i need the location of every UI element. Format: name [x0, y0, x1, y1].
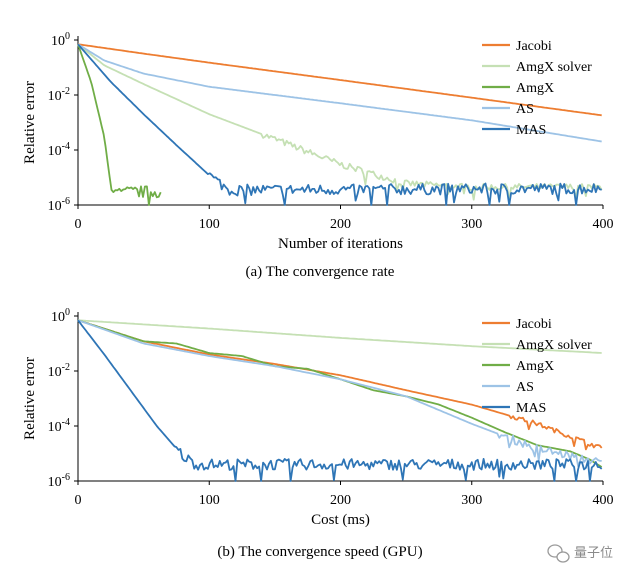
x-tick-label: 0	[75, 493, 82, 508]
x-axis-title: Number of iterations	[278, 236, 403, 252]
x-tick-label: 200	[330, 493, 351, 508]
panel-caption: (b) The convergence speed (GPU)	[217, 544, 422, 560]
y-tick-label: 10-6	[48, 196, 70, 214]
panel-caption: (a) The convergence rate	[246, 264, 395, 280]
y-axis-title: Relative error	[22, 81, 38, 164]
y-tick-label: 10-4	[48, 141, 70, 159]
watermark-label: 量子位	[574, 546, 613, 561]
legend-label: AS	[516, 380, 534, 395]
legend-label: MAS	[516, 401, 546, 416]
x-tick-label: 300	[461, 493, 482, 508]
panel-b: 0 100 200 300 400 100 10-2 10-4 10-6 Cost (ms) Rel…	[22, 307, 614, 560]
legend-label: Jacobi	[516, 317, 552, 332]
series-line	[77, 43, 162, 206]
legend-label: AmgX solver	[516, 338, 592, 353]
series-line	[77, 43, 603, 202]
x-tick-label: 0	[75, 217, 82, 232]
series-line	[77, 43, 602, 143]
legend-label: MAS	[516, 123, 546, 138]
y-tick-label: 100	[51, 31, 70, 49]
legend-label: AS	[516, 102, 534, 117]
series-line	[77, 319, 602, 468]
y-tick-label: 10-2	[48, 362, 70, 380]
legend-label: AmgX	[516, 81, 554, 96]
panel-a: 0 100 200 300 400 100 10-2 10-4 10-6 Number of it…	[22, 31, 614, 280]
x-tick-label: 300	[461, 217, 482, 232]
wechat-logo-icon	[547, 544, 570, 563]
series-line	[77, 319, 602, 354]
series-line	[77, 319, 603, 482]
y-tick-label: 10-4	[48, 417, 70, 435]
x-tick-label: 400	[593, 493, 614, 508]
x-axis-title: Cost (ms)	[311, 512, 370, 528]
y-tick-label: 10-2	[48, 86, 70, 104]
y-tick-label: 10-6	[48, 472, 70, 490]
x-tick-label: 100	[199, 217, 220, 232]
x-tick-label: 100	[199, 493, 220, 508]
legend-label: AmgX solver	[516, 60, 592, 75]
x-tick-label: 200	[330, 217, 351, 232]
y-axis-title: Relative error	[22, 357, 38, 440]
series-line	[77, 319, 603, 451]
legend-label: AmgX	[516, 359, 554, 374]
series-line	[77, 43, 602, 206]
x-tick-label: 400	[593, 217, 614, 232]
y-tick-label: 100	[51, 307, 70, 325]
legend-label: Jacobi	[516, 39, 552, 54]
series-line	[77, 43, 602, 117]
watermark: 量子位	[547, 544, 613, 563]
